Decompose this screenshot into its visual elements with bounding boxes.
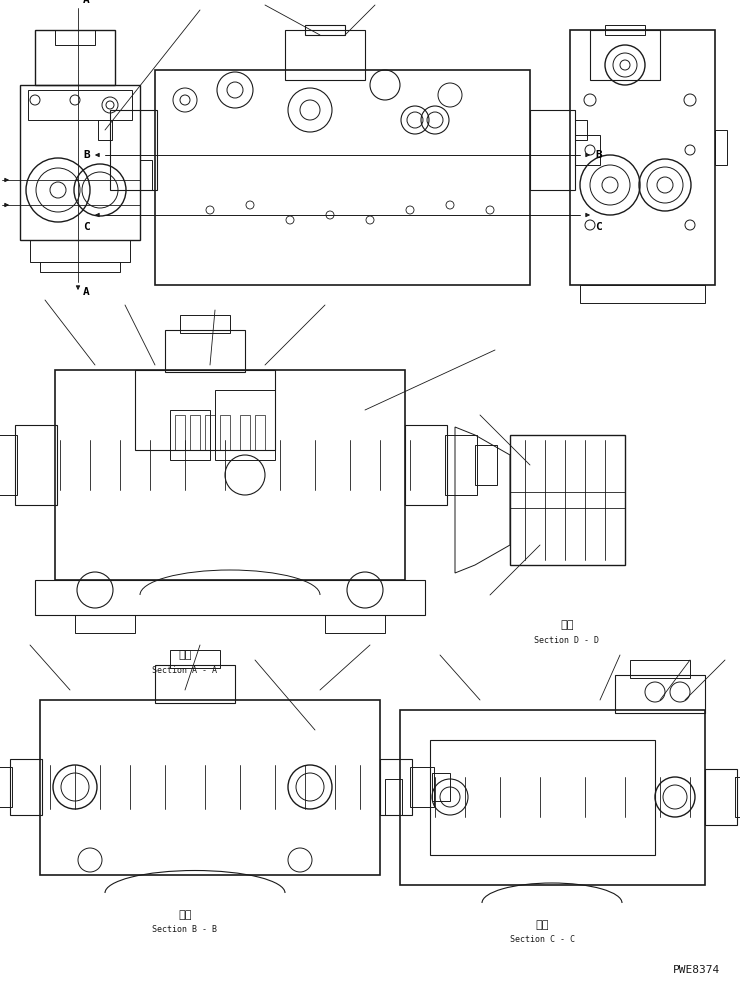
Bar	[180, 315, 230, 333]
Bar	[385, 779, 402, 815]
Bar	[255, 415, 265, 450]
Bar	[55, 30, 95, 45]
Bar	[20, 85, 140, 240]
Bar	[325, 615, 385, 633]
Bar	[110, 110, 157, 190]
Text: Section B - B: Section B - B	[152, 925, 218, 934]
Bar	[175, 415, 185, 450]
Bar	[380, 759, 412, 815]
Bar	[510, 435, 625, 565]
Bar	[190, 415, 200, 450]
Text: 断面: 断面	[178, 910, 192, 920]
Bar	[445, 435, 477, 495]
Bar	[35, 580, 425, 615]
Bar	[205, 415, 215, 450]
Bar	[605, 25, 645, 35]
Text: 断面: 断面	[178, 650, 192, 660]
Text: B: B	[83, 150, 90, 160]
Bar	[575, 120, 587, 140]
Bar	[98, 120, 112, 140]
Bar	[170, 650, 220, 668]
Bar	[285, 30, 365, 80]
Bar	[715, 130, 727, 165]
Bar	[170, 410, 210, 460]
Bar	[155, 70, 530, 285]
Text: 断面: 断面	[560, 620, 574, 630]
Bar	[590, 30, 660, 80]
Text: C: C	[595, 222, 602, 232]
Text: A: A	[83, 0, 90, 5]
Bar	[475, 445, 497, 485]
Bar	[432, 773, 450, 801]
Bar	[215, 390, 275, 460]
Bar	[40, 262, 120, 272]
Bar	[75, 615, 135, 633]
Bar	[10, 759, 42, 815]
Bar	[15, 425, 57, 505]
Bar	[430, 740, 655, 855]
Bar	[40, 700, 380, 875]
Text: Section D - D: Section D - D	[534, 636, 599, 645]
Bar	[240, 415, 250, 450]
Text: Section A - A: Section A - A	[152, 666, 218, 675]
Bar	[705, 769, 737, 825]
Bar	[305, 25, 345, 35]
Bar	[400, 710, 705, 885]
Text: B: B	[595, 150, 602, 160]
Bar	[575, 135, 600, 165]
Bar	[530, 110, 575, 190]
Bar	[0, 435, 17, 495]
Bar	[28, 90, 132, 120]
Text: PWE8374: PWE8374	[673, 965, 720, 975]
Bar	[155, 665, 235, 703]
Text: C: C	[83, 222, 90, 232]
Bar	[220, 415, 230, 450]
Text: 断面: 断面	[535, 920, 549, 930]
Bar	[30, 240, 130, 262]
Bar	[735, 777, 740, 817]
Bar	[140, 160, 152, 190]
Bar	[630, 660, 690, 678]
Bar	[410, 767, 434, 807]
Bar	[0, 767, 12, 807]
Bar	[405, 425, 447, 505]
Bar	[615, 675, 705, 713]
Bar	[580, 285, 705, 303]
Bar	[35, 30, 115, 85]
Bar	[165, 330, 245, 372]
Text: Section C - C: Section C - C	[510, 935, 574, 944]
Bar	[135, 370, 275, 450]
Bar	[570, 30, 715, 285]
Bar	[55, 370, 405, 580]
Text: A: A	[83, 287, 90, 297]
